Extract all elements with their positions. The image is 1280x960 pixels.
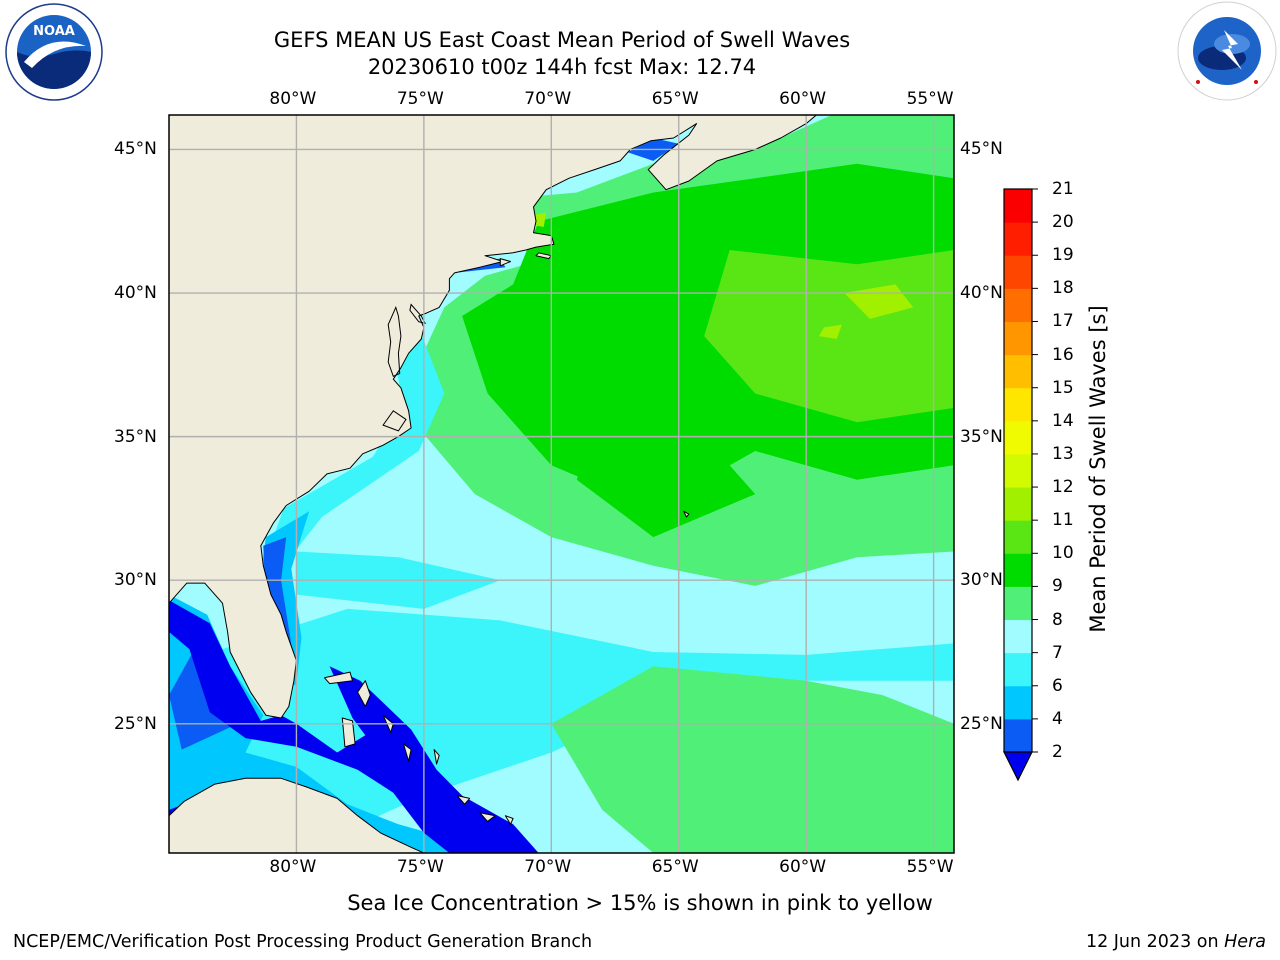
colorbar-tick-label: 21	[1052, 179, 1074, 199]
land-small-island	[535, 252, 552, 260]
colorbar-segment	[1004, 553, 1032, 587]
colorbar-segment	[1004, 718, 1032, 753]
lat-label-right: 25°N	[960, 713, 1003, 734]
colorbar-tick-label: 7	[1052, 642, 1063, 663]
land-bahamas-island	[324, 671, 353, 685]
land-bahamas-island	[504, 815, 514, 825]
lat-label-left: 35°N	[114, 426, 157, 447]
map-frame	[168, 114, 955, 854]
colorbar-tick-label: 20	[1052, 212, 1074, 233]
lat-label-right: 30°N	[960, 570, 1003, 591]
land-north-america	[169, 115, 817, 719]
colorbar-segment	[1004, 354, 1032, 389]
land-small-island	[683, 510, 690, 518]
land-bahamas-island	[357, 680, 371, 707]
field-region-9-10s	[551, 666, 954, 853]
land-bahamas-island	[456, 795, 471, 805]
colorbar-segment	[1004, 387, 1032, 422]
lat-label-right: 40°N	[960, 283, 1003, 304]
lon-label-bottom: 65°W	[651, 857, 699, 877]
lat-label-left: 45°N	[114, 139, 157, 160]
colorbar-tick-label: 10	[1052, 543, 1074, 564]
pamlico-sound	[382, 410, 407, 432]
chesapeake-bay	[387, 305, 402, 377]
lon-label-bottom: 55°W	[906, 857, 954, 877]
colorbar-segment	[1004, 619, 1032, 654]
lat-label-left: 40°N	[114, 283, 157, 304]
map-title: GEFS MEAN US East Coast Mean Period of S…	[273, 28, 851, 52]
land-bahamas-island	[433, 749, 440, 765]
lat-label-right: 35°N	[960, 426, 1003, 447]
nws-logo	[1176, 0, 1278, 102]
sea-ice-caption: Sea Ice Concentration > 15% is shown in …	[347, 891, 933, 915]
colorbar-segment	[1004, 520, 1032, 554]
colorbar-extend-arrow	[1003, 751, 1033, 782]
lat-label-left: 30°N	[114, 570, 157, 591]
field-region-12-13s	[818, 324, 842, 339]
colorbar-tick-label: 16	[1052, 344, 1074, 365]
colorbar	[1003, 188, 1038, 782]
colorbar-tick-label: 11	[1052, 510, 1074, 531]
colorbar-tick-label: 19	[1052, 245, 1074, 266]
colorbar-label: Mean Period of Swell Waves [s]	[1086, 305, 1110, 633]
lon-label-top: 75°W	[396, 89, 444, 109]
colorbar-segment	[1004, 255, 1032, 289]
delaware-bay	[409, 303, 427, 324]
land-bahamas-island	[403, 743, 412, 762]
colorbar-tick-label: 9	[1052, 576, 1063, 597]
colorbar-segment	[1004, 685, 1032, 720]
map-plot-area	[169, 115, 954, 853]
noaa-logo: NOAA	[4, 2, 104, 102]
swell-period-field	[169, 115, 954, 853]
colorbar-tick-label: 13	[1052, 443, 1074, 464]
footer-credit: NCEP/EMC/Verification Post Processing Pr…	[13, 932, 593, 952]
land-bahamas-island	[341, 717, 356, 748]
colorbar-segment	[1004, 222, 1032, 256]
colorbar-segment	[1004, 189, 1032, 223]
graticule	[169, 115, 954, 853]
colorbar-tick-label: 12	[1052, 477, 1074, 498]
colorbar-tick-label: 14	[1052, 410, 1074, 431]
colorbar-segment	[1004, 288, 1032, 322]
field-region-10-11s	[576, 393, 756, 538]
land-bahamas-island	[479, 812, 496, 822]
lon-label-top: 80°W	[269, 89, 317, 109]
colorbar-frame	[1003, 188, 1033, 753]
field-region-7-8s	[258, 307, 445, 581]
colorbar-tick-label: 4	[1052, 708, 1063, 729]
footer-date: 12 Jun 2023 on Hera	[1086, 932, 1266, 952]
field-region-under-2s	[169, 600, 539, 853]
lon-label-bottom: 70°W	[524, 857, 572, 877]
lon-label-bottom: 80°W	[269, 857, 317, 877]
footer-date-text: 12 Jun 2023 on	[1085, 932, 1225, 952]
lat-label-right: 45°N	[960, 139, 1003, 160]
lon-label-top: 65°W	[651, 89, 699, 109]
colorbar-tick-label: 2	[1052, 742, 1063, 762]
colorbar-tick-label: 17	[1052, 311, 1074, 332]
land-small-island	[499, 258, 511, 267]
lon-label-top: 70°W	[524, 89, 572, 109]
colorbar-tick-label: 8	[1052, 609, 1063, 630]
lon-label-bottom: 75°W	[396, 857, 444, 877]
colorbar-segment	[1004, 453, 1032, 488]
lon-label-bottom: 60°W	[779, 857, 827, 877]
lat-label-left: 25°N	[114, 713, 157, 734]
colorbar-tick-label: 6	[1052, 675, 1063, 696]
lon-label-top: 55°W	[906, 89, 954, 109]
footer-host: Hera	[1224, 932, 1266, 952]
colorbar-segment	[1004, 586, 1032, 621]
colorbar-tick-label: 18	[1052, 278, 1074, 299]
colorbar-segment	[1004, 420, 1032, 455]
colorbar-segment	[1004, 321, 1032, 356]
map-subtitle: 20230610 t00z 144h fcst Max: 12.74	[367, 55, 757, 79]
colorbar-segment	[1004, 487, 1032, 521]
colorbar-segment	[1004, 652, 1032, 687]
lon-label-top: 60°W	[779, 89, 827, 109]
noaa-logo-text: NOAA	[33, 24, 75, 39]
colorbar-tick-label: 15	[1052, 377, 1074, 398]
